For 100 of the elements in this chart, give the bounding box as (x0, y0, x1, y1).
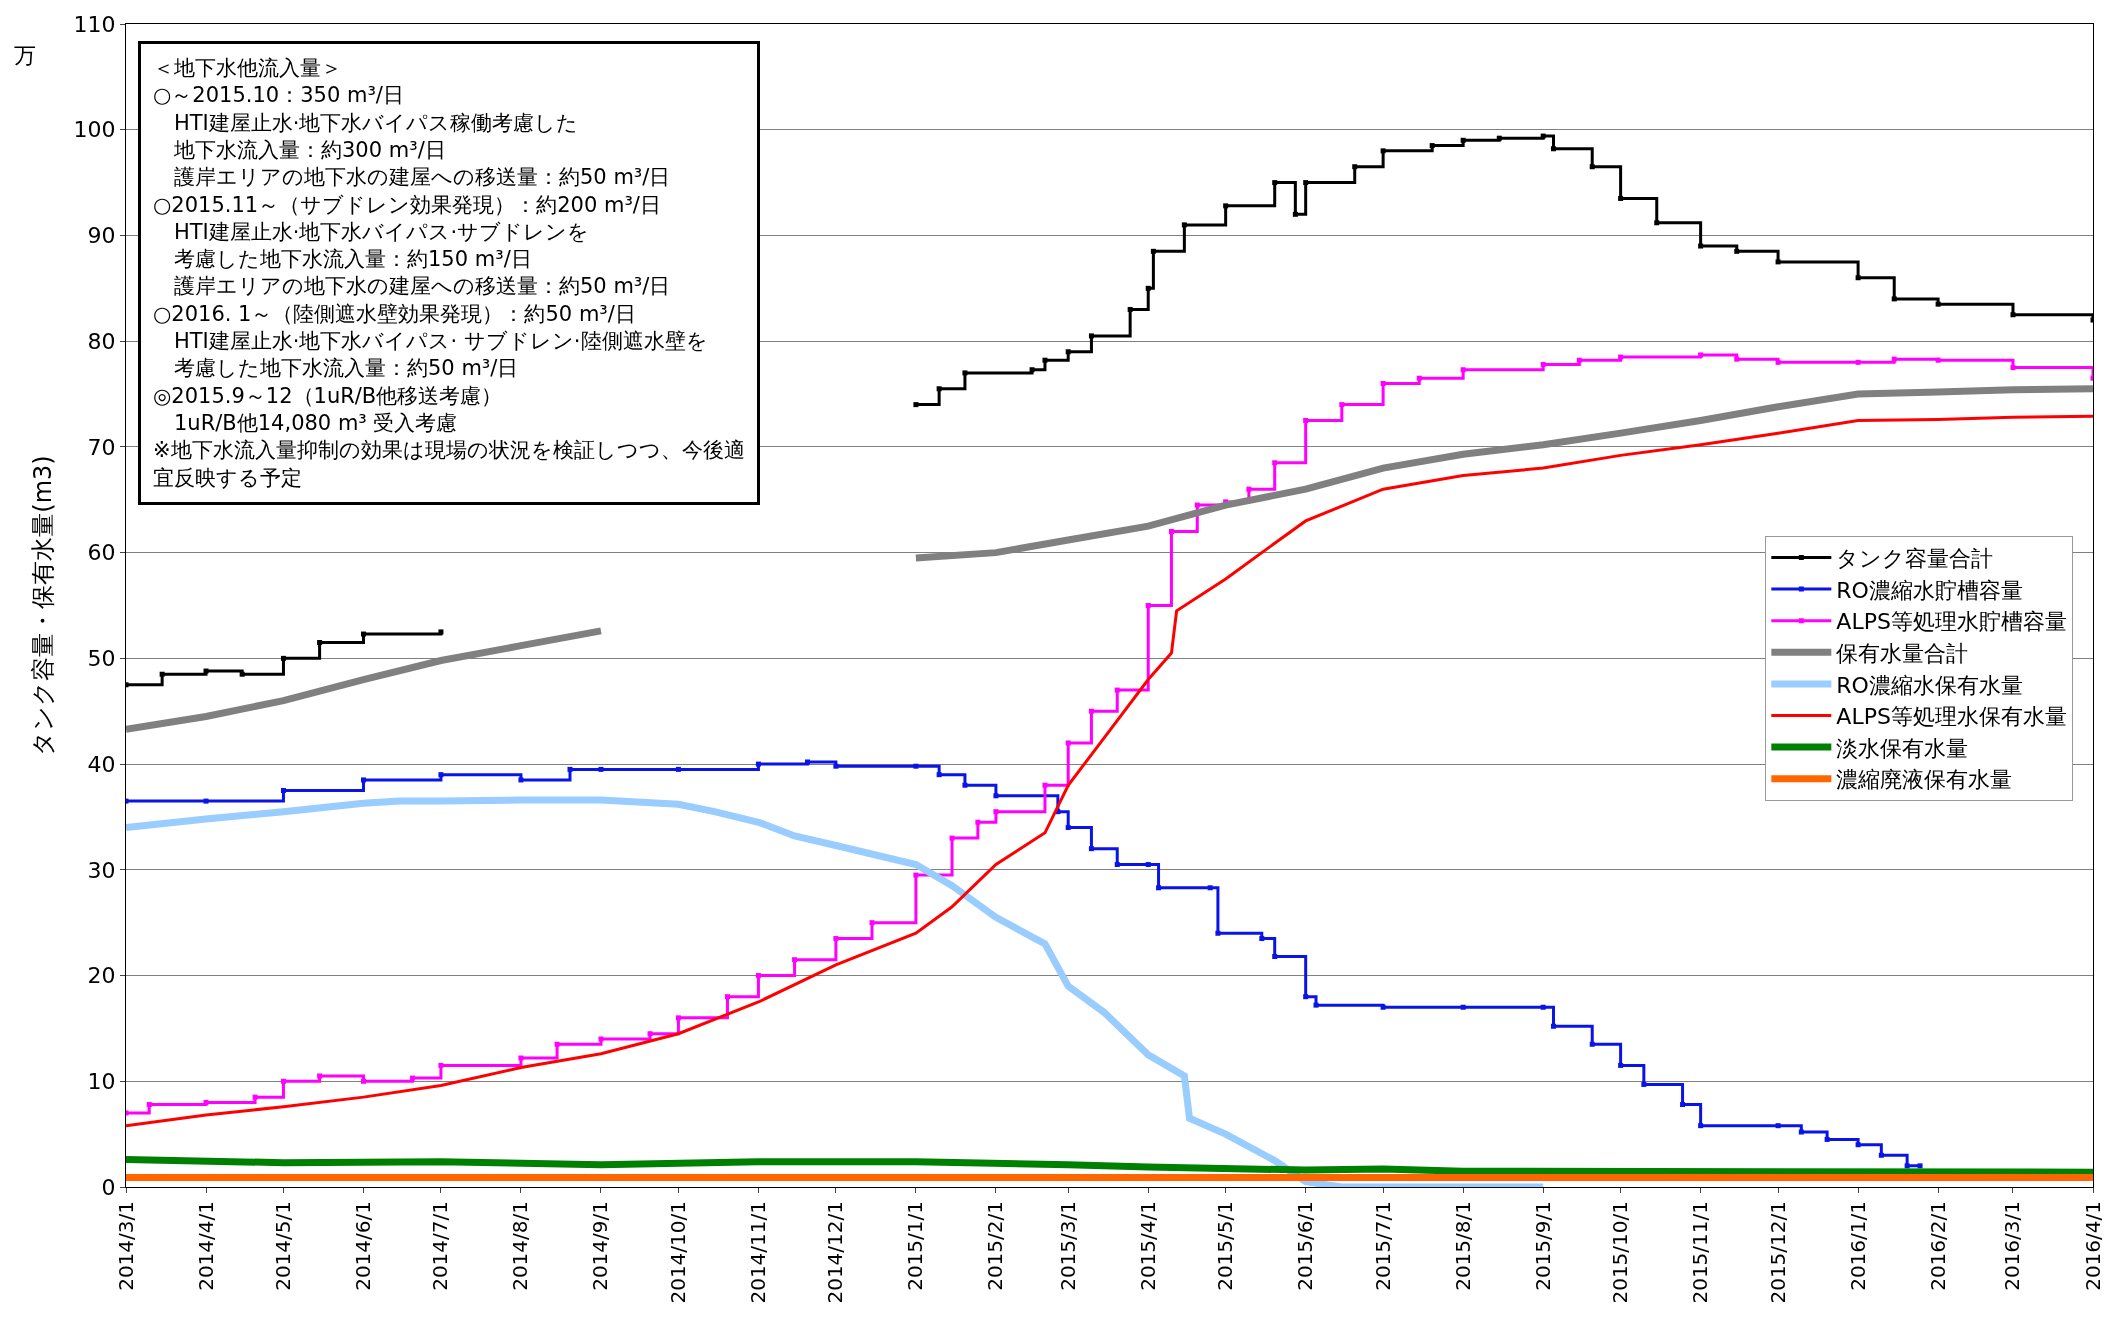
point (833, 936, 839, 942)
point (1540, 133, 1546, 139)
x-tick-label: 2015/9/1 (1530, 1201, 1555, 1291)
legend-label: 淡水保有水量 (1836, 735, 1969, 761)
y-tick-label: 70 (87, 434, 116, 460)
point (598, 1036, 604, 1042)
point (1824, 1136, 1830, 1142)
point (1215, 930, 1221, 936)
point (2010, 312, 2016, 318)
point (675, 766, 681, 772)
point (1339, 402, 1345, 408)
x-tick-label: 2015/10/1 (1608, 1201, 1633, 1304)
x-tick-label: 2014/8/1 (508, 1201, 533, 1291)
annotation: ○2015.11～（サブドレン効果発現）：約200 m³/日 (153, 192, 661, 217)
point (1380, 380, 1386, 386)
point (1680, 1102, 1686, 1108)
annotation: 護岸エリアの地下水の建屋への移送量：約50 m³/日 (153, 274, 671, 299)
y-tick-label: 30 (87, 857, 116, 883)
point (1352, 164, 1358, 170)
point (1698, 352, 1704, 358)
point (1855, 359, 1861, 365)
point (1259, 936, 1265, 942)
annotation: HTI建屋止水·地下水バイパス·サブドレンを (153, 219, 590, 244)
point (1127, 306, 1133, 312)
x-tick-label: 2015/12/1 (1765, 1201, 1790, 1304)
point (1145, 285, 1151, 291)
point (1775, 1123, 1781, 1129)
point (869, 920, 875, 926)
point (1194, 502, 1200, 508)
point (962, 370, 968, 376)
point (1734, 356, 1740, 362)
point (1145, 862, 1151, 868)
y-tick-label: 60 (87, 540, 116, 566)
x-tick-label: 2014/3/1 (113, 1201, 138, 1291)
point (1272, 180, 1278, 186)
y-tick-label: 20 (87, 963, 116, 989)
annotation: ○2016. 1～（陸側遮水壁効果発現）：約50 m³/日 (153, 301, 636, 326)
x-tick-label: 2015/5/1 (1213, 1201, 1238, 1291)
point (1589, 164, 1595, 170)
point (1917, 1163, 1923, 1169)
x-tick-label: 2015/6/1 (1293, 1201, 1318, 1291)
x-tick-label: 2015/4/1 (1135, 1201, 1160, 1291)
point (1855, 1142, 1861, 1148)
point (913, 872, 919, 878)
point (993, 793, 999, 799)
x-tick-label: 2014/12/1 (823, 1201, 848, 1304)
point (1150, 248, 1156, 254)
x-tick-label: 2016/2/1 (1925, 1201, 1950, 1291)
point (1065, 740, 1071, 746)
annotation: 考慮した地下水流入量：約150 m³/日 (153, 247, 532, 272)
point (360, 631, 366, 637)
annotation: 宜反映する予定 (153, 465, 302, 490)
point (1223, 203, 1229, 209)
point (203, 798, 209, 804)
x-tick-label: 2014/11/1 (745, 1201, 770, 1304)
point (1380, 148, 1386, 154)
point (755, 973, 761, 979)
annotation: ※地下水流入量抑制の効果は現場の状況を検証しつつ、今後適 (153, 438, 745, 463)
point (1460, 137, 1466, 143)
x-tick-label: 2014/6/1 (350, 1201, 375, 1291)
point (1891, 296, 1897, 302)
point (1088, 846, 1094, 852)
point (755, 761, 761, 767)
point (1156, 885, 1162, 891)
point (1380, 1004, 1386, 1010)
annotation: HTI建屋止水·地下水バイパス稼働考慮した (153, 110, 579, 135)
point (1775, 359, 1781, 365)
point (792, 957, 798, 963)
annotation: 護岸エリアの地下水の建屋への移送量：約50 m³/日 (153, 165, 671, 190)
point (1429, 143, 1435, 149)
point (598, 766, 604, 772)
point (913, 763, 919, 769)
x-tick-label: 2014/4/1 (193, 1201, 218, 1291)
legend-label: 濃縮廃液保有水量 (1836, 767, 2013, 793)
annotation: 考慮した地下水流入量：約50 m³/日 (153, 356, 519, 381)
point (975, 819, 981, 825)
point (317, 1073, 323, 1079)
y-tick-label: 0 (101, 1174, 116, 1200)
y-tick-label: 50 (87, 646, 116, 672)
point (239, 671, 245, 677)
x-tick-label: 2015/1/1 (903, 1201, 928, 1291)
text: 万 (14, 43, 36, 68)
point (1904, 1163, 1910, 1169)
point (1878, 1152, 1884, 1158)
point (1303, 180, 1309, 186)
point (1088, 333, 1094, 339)
x-tick-label: 2015/2/1 (983, 1201, 1008, 1291)
point (936, 386, 942, 392)
point (1798, 1129, 1804, 1135)
annotation: 地下水流入量：約300 m³/日 (153, 137, 446, 162)
point (146, 1102, 152, 1108)
point (1168, 528, 1174, 534)
annotation: ＜地下水他流入量＞ (153, 56, 342, 80)
point (949, 835, 955, 841)
point (1416, 375, 1422, 381)
x-tick-label: 2016/1/1 (1845, 1201, 1870, 1291)
point (1181, 222, 1187, 228)
y-tick-label: 100 (73, 117, 116, 143)
y-tick-label: 110 (73, 11, 116, 37)
point (554, 1041, 560, 1047)
